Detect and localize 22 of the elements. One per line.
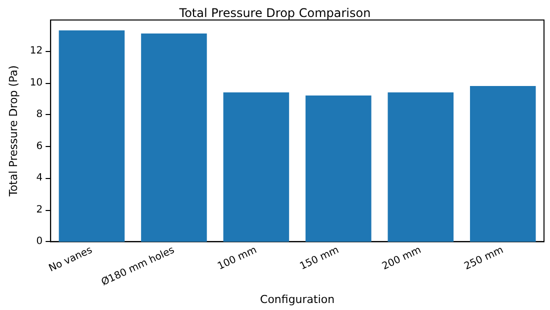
y-tick-label: 6	[36, 140, 43, 152]
x-tick-label: No vanes	[47, 244, 94, 274]
y-tick-label: 4	[36, 172, 43, 184]
x-tick-label: Ø180 mm holes	[100, 244, 176, 288]
x-tick-label: 200 mm	[380, 244, 423, 272]
y-tick-label: 0	[36, 236, 43, 248]
x-tick-label: 100 mm	[216, 244, 259, 272]
bar	[470, 86, 536, 242]
bar	[388, 92, 454, 242]
x-tick-label: 250 mm	[462, 244, 506, 272]
x-tick-label: 150 mm	[298, 244, 341, 272]
y-axis-title: Total Pressure Drop (Pa)	[7, 65, 20, 198]
bar	[141, 34, 207, 242]
x-axis-title: Configuration	[260, 293, 335, 306]
bar	[306, 96, 372, 242]
chart-title: Total Pressure Drop Comparison	[178, 6, 371, 20]
bar	[58, 30, 125, 242]
y-tick-label: 8	[36, 109, 43, 120]
y-tick-label: 2	[36, 204, 43, 216]
y-tick-label: 12	[30, 45, 43, 56]
y-tick-label: 10	[30, 77, 43, 88]
bar	[223, 92, 290, 242]
